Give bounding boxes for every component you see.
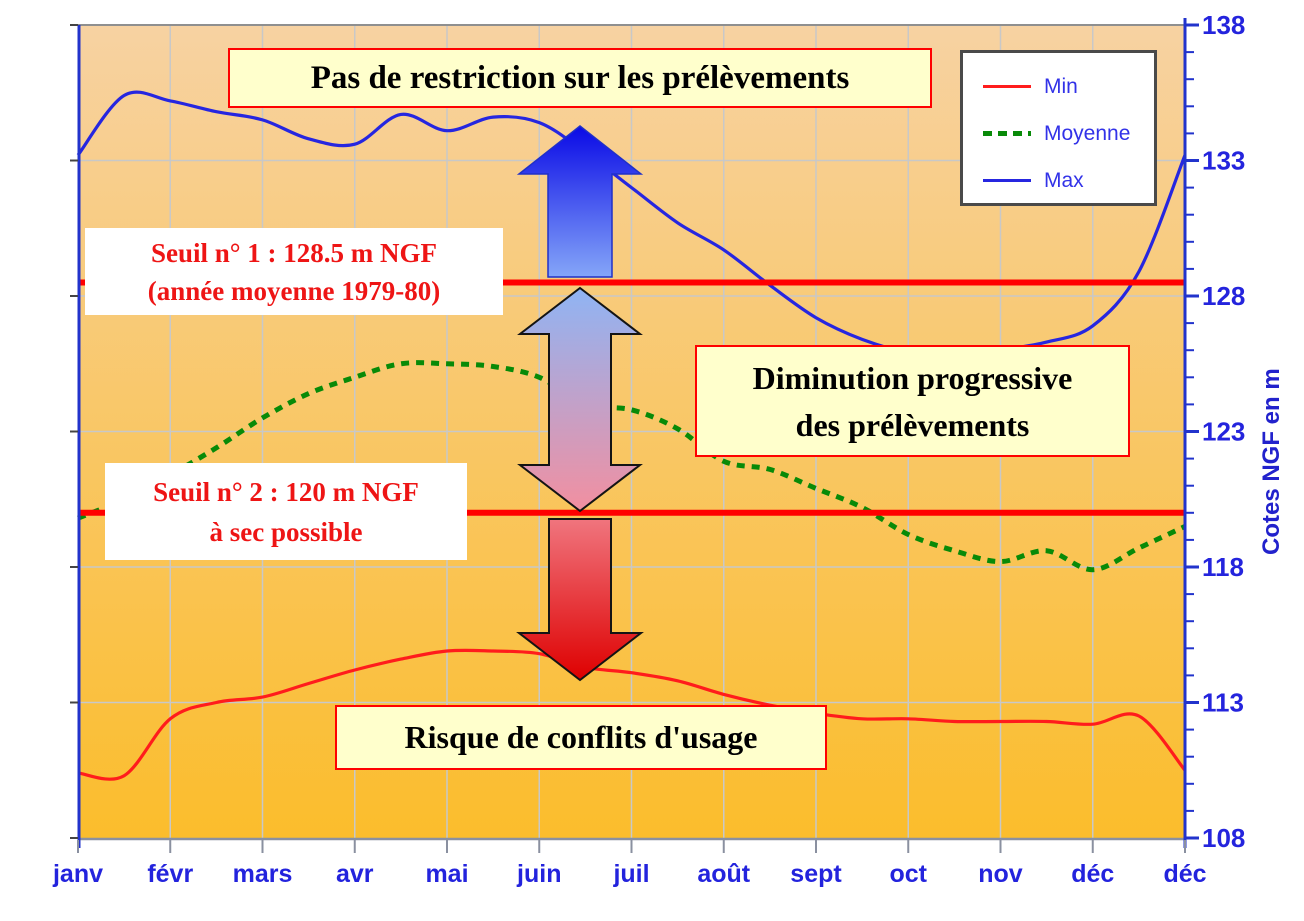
x-tick-label: déc [1163,860,1206,888]
seuil2-line2: à sec possible [209,517,363,547]
zone-label-no-restriction: Pas de restriction sur les prélèvements [228,48,932,108]
legend-label-min: Min [1044,74,1078,98]
risque-text: Risque de conflits d'usage [404,719,758,755]
seuil2-line1: Seuil n° 2 : 120 m NGF [153,477,419,507]
up-arrow [516,125,644,278]
zone-label-diminution: Diminution progressive des prélèvements [695,345,1130,457]
y-tick-label: 113 [1202,688,1244,718]
x-tick-label: sept [790,860,842,888]
x-tick-label: nov [978,860,1023,888]
x-tick-label: mars [233,860,293,888]
max-line-sample-icon [983,179,1031,182]
legend-item-moyenne: Moyenne [983,110,1154,157]
min-series-line [77,648,1187,781]
y-tick-label: 138 [1202,10,1245,40]
y-tick-label: 118 [1202,552,1244,582]
threshold-label-seuil1: Seuil n° 1 : 128.5 m NGF (année moyenne … [85,228,503,315]
y-tick-label: 108 [1202,823,1245,853]
down-arrow [516,518,644,682]
axes [70,18,1199,853]
x-tick-label: avr [336,860,374,888]
x-tick-label: juin [516,860,561,888]
legend-label-max: Max [1044,168,1084,192]
diminution-line2: des prélèvements [795,407,1030,443]
y-axis-title: Cotes NGF en m [1258,368,1285,555]
moyenne-series-line [77,360,1187,573]
legend-label-moyenne: Moyenne [1044,121,1131,145]
x-tick-label: déc [1071,860,1114,888]
seuil1-line1: Seuil n° 1 : 128.5 m NGF [150,238,438,268]
y-tick-label: 128 [1202,281,1245,311]
x-tick-label: juil [612,860,649,888]
min-line-sample-icon [983,85,1031,88]
zone-label-risque: Risque de conflits d'usage [335,705,827,770]
moyenne-line-sample-icon [983,131,1031,136]
legend-item-max: Max [983,157,1154,204]
diminution-line1: Diminution progressive [752,360,1073,396]
y-tick-label: 133 [1202,146,1245,176]
y-tick-label: 123 [1202,417,1245,447]
seuil1-line2: (année moyenne 1979-80) [147,276,441,306]
x-tick-label: mai [425,860,468,888]
zone-arrows [516,125,644,682]
x-tick-label: août [697,860,750,888]
x-tick-label: oct [890,860,928,888]
legend: Min Moyenne Max [960,50,1157,206]
tick-labels: 108 113 118 123 128 133 138 janv févr mars avr mai j… [52,10,1245,888]
legend-item-min: Min [983,63,1154,110]
x-tick-label: févr [147,860,193,888]
double-arrow [517,286,643,513]
threshold-label-seuil2: Seuil n° 2 : 120 m NGF à sec possible [105,463,467,560]
no-restriction-text: Pas de restriction sur les prélèvements [310,60,850,96]
x-tick-label: janv [52,860,103,888]
